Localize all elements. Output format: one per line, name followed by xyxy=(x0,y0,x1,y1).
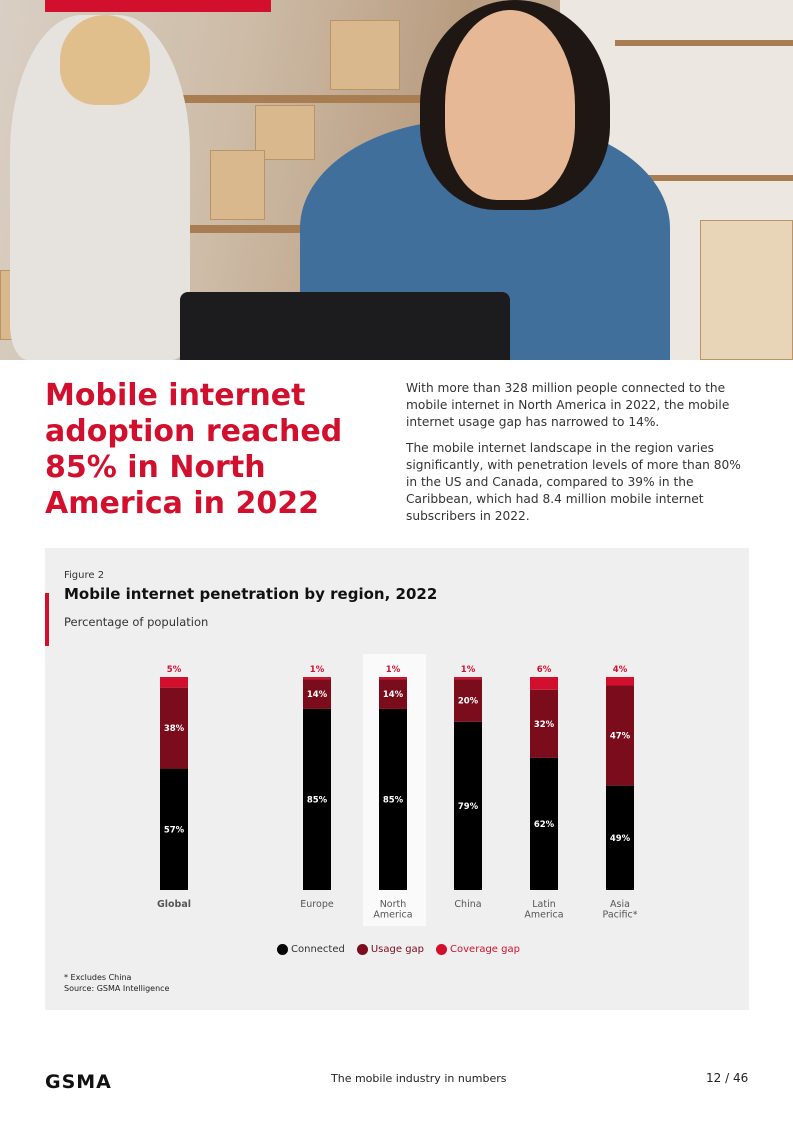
category-label: China xyxy=(454,899,481,910)
intro-paragraph: The mobile internet landscape in the reg… xyxy=(406,440,741,524)
bar-segment-coverage-gap xyxy=(454,677,482,680)
source-note: Source: GSMA Intelligence xyxy=(64,984,170,993)
bar-segment-usage-gap xyxy=(530,689,558,758)
intro-text: With more than 328 million people connec… xyxy=(406,380,751,534)
legend-label: Connected xyxy=(291,944,345,955)
legend-label: Coverage gap xyxy=(450,944,520,955)
page-headline: Mobile internet adoption reached 85% in … xyxy=(45,378,343,521)
gsma-logo: GSMA xyxy=(45,1071,112,1093)
data-label: 20% xyxy=(458,696,479,706)
data-label: 1% xyxy=(310,665,325,675)
hero-photo xyxy=(0,0,793,360)
figure-title: Mobile internet penetration by region, 2… xyxy=(64,585,438,603)
bar-segment-usage-gap xyxy=(379,679,407,709)
bar-segment-coverage-gap xyxy=(530,677,558,690)
bar-segment-coverage-gap xyxy=(160,677,188,688)
data-label: 14% xyxy=(383,690,404,700)
data-label: 5% xyxy=(167,665,182,675)
data-label: 85% xyxy=(307,795,328,805)
chart-legend: Connected Usage gap Coverage gap xyxy=(277,944,520,955)
figure-label: Figure 2 xyxy=(64,570,105,581)
category-label: Asia xyxy=(610,899,630,910)
legend-item-coverage-gap: Coverage gap xyxy=(436,944,520,955)
category-label: Latin xyxy=(532,899,556,910)
category-label: America xyxy=(524,910,563,921)
data-label: 79% xyxy=(458,802,479,812)
stacked-bar-chart: 57% 38% 5% Global 85% 14% 1% Europe 85% 14% 1% Nort… xyxy=(157,665,638,921)
legend-swatch-usage-gap xyxy=(356,944,368,955)
figure-panel: Figure 2 Mobile internet penetration by … xyxy=(45,548,749,1010)
bar-segment-coverage-gap xyxy=(606,677,634,686)
bar-segment-connected xyxy=(454,721,482,890)
category-label: Pacific* xyxy=(603,910,638,921)
bar-segment-connected xyxy=(379,708,407,890)
bar-segment-usage-gap xyxy=(454,679,482,722)
bar-segment-coverage-gap xyxy=(303,677,331,680)
data-label: 47% xyxy=(610,732,631,742)
data-label: 1% xyxy=(386,665,401,675)
category-label: Europe xyxy=(300,899,334,910)
category-label: North xyxy=(380,899,407,910)
figure-accent-bar xyxy=(45,593,49,646)
data-label: 1% xyxy=(461,665,476,675)
top-accent-bar xyxy=(45,0,271,12)
bar-segment-connected xyxy=(303,708,331,890)
legend-item-usage-gap: Usage gap xyxy=(356,944,425,955)
intro-paragraph: With more than 328 million people connec… xyxy=(406,381,730,430)
figure-notes: * Excludes China Source: GSMA Intelligen… xyxy=(64,972,169,994)
data-label: 14% xyxy=(307,690,328,700)
legend-swatch-connected xyxy=(277,944,288,955)
data-label: 38% xyxy=(164,724,185,734)
data-label: 32% xyxy=(534,720,555,730)
footer-publication-title: The mobile industry in numbers xyxy=(331,1072,507,1085)
category-label: America xyxy=(373,910,412,921)
page-number: 12 / 46 xyxy=(706,1071,749,1085)
legend-label: Usage gap xyxy=(370,944,425,955)
bar-segment-usage-gap xyxy=(160,687,188,769)
data-label: 6% xyxy=(537,665,552,675)
footnote: * Excludes China xyxy=(64,973,132,982)
data-label: 57% xyxy=(164,825,185,835)
figure-subtitle: Percentage of population xyxy=(64,615,209,629)
bar-segment-usage-gap xyxy=(606,685,634,786)
bar-segment-connected xyxy=(530,757,558,890)
legend-item-connected: Connected xyxy=(277,944,345,955)
bar-segment-coverage-gap xyxy=(379,677,407,680)
category-label: Global xyxy=(157,899,191,910)
bar-segment-connected xyxy=(160,768,188,890)
legend-swatch-coverage-gap xyxy=(436,944,448,955)
data-label: 85% xyxy=(383,795,404,805)
bar-segment-usage-gap xyxy=(303,679,331,709)
data-label: 49% xyxy=(610,834,631,844)
bar-segment-connected xyxy=(606,785,634,890)
data-label: 62% xyxy=(534,820,555,830)
data-label: 4% xyxy=(613,665,628,675)
